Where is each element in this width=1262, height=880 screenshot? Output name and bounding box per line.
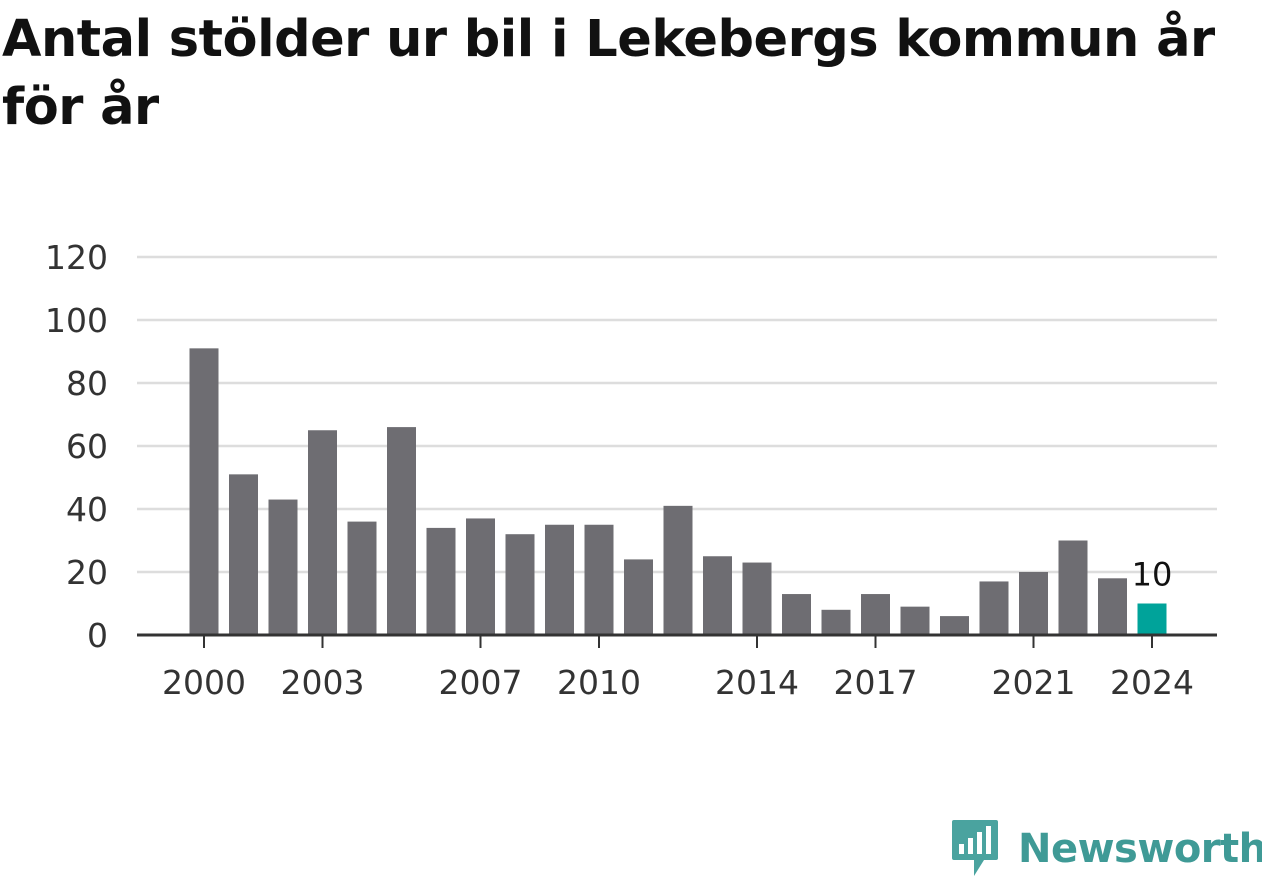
y-tick-label: 80 <box>66 364 108 403</box>
brand-name: Newsworthy <box>1018 826 1262 872</box>
y-tick-label: 20 <box>66 553 108 592</box>
y-tick-label: 120 <box>45 238 108 277</box>
bar-2004 <box>347 521 377 635</box>
bar-2007 <box>466 518 495 635</box>
bar-2022 <box>1058 540 1088 635</box>
y-tick-label: 0 <box>87 616 108 655</box>
x-tick-label: 2000 <box>162 663 246 702</box>
x-tick-label: 2014 <box>715 663 799 702</box>
bar-2021 <box>1019 572 1048 635</box>
data-labels: 10 <box>1132 556 1173 594</box>
bar-2008 <box>505 534 535 635</box>
bar-2024 <box>1137 603 1167 635</box>
bar-2014 <box>742 562 772 635</box>
y-axis-tick-labels: 0 20 40 60 80 100 120 <box>45 238 108 655</box>
bar-2023 <box>1098 578 1127 635</box>
bar-2006 <box>426 527 456 635</box>
bar-2010 <box>584 524 614 635</box>
bars <box>189 348 1167 635</box>
bar-2015 <box>782 594 811 635</box>
data-label-highlight: 10 <box>1132 556 1173 594</box>
bar-2011 <box>624 559 653 635</box>
x-axis-ticks: 2000 2003 2007 2010 2014 2017 2021 2024 <box>162 635 1194 702</box>
bar-2018 <box>900 606 930 635</box>
bar-2003 <box>308 430 337 635</box>
newsworthy-logo-icon <box>952 820 998 876</box>
brand-logo: Newsworthy <box>950 818 1262 880</box>
bar-2013 <box>703 556 732 635</box>
bar-2019 <box>940 616 969 635</box>
bar-2001 <box>229 474 258 635</box>
x-tick-label: 2024 <box>1110 663 1194 702</box>
bar-2009 <box>545 524 574 635</box>
bar-2002 <box>268 499 298 635</box>
x-tick-label: 2021 <box>992 663 1076 702</box>
bar-2005 <box>387 427 416 635</box>
x-tick-label: 2017 <box>834 663 918 702</box>
x-tick-label: 2007 <box>439 663 523 702</box>
bar-2016 <box>821 609 851 635</box>
y-tick-label: 40 <box>66 490 108 529</box>
chart-title: Antal stölder ur bil i Lekebergs kommun … <box>2 10 1215 137</box>
x-tick-label: 2010 <box>557 663 641 702</box>
y-tick-label: 100 <box>45 301 108 340</box>
x-tick-label: 2003 <box>281 663 365 702</box>
bar-2020 <box>979 581 1009 635</box>
bar-2012 <box>663 505 693 635</box>
bar-2017 <box>861 594 890 635</box>
y-tick-label: 60 <box>66 427 108 466</box>
bar-2000 <box>189 348 219 635</box>
